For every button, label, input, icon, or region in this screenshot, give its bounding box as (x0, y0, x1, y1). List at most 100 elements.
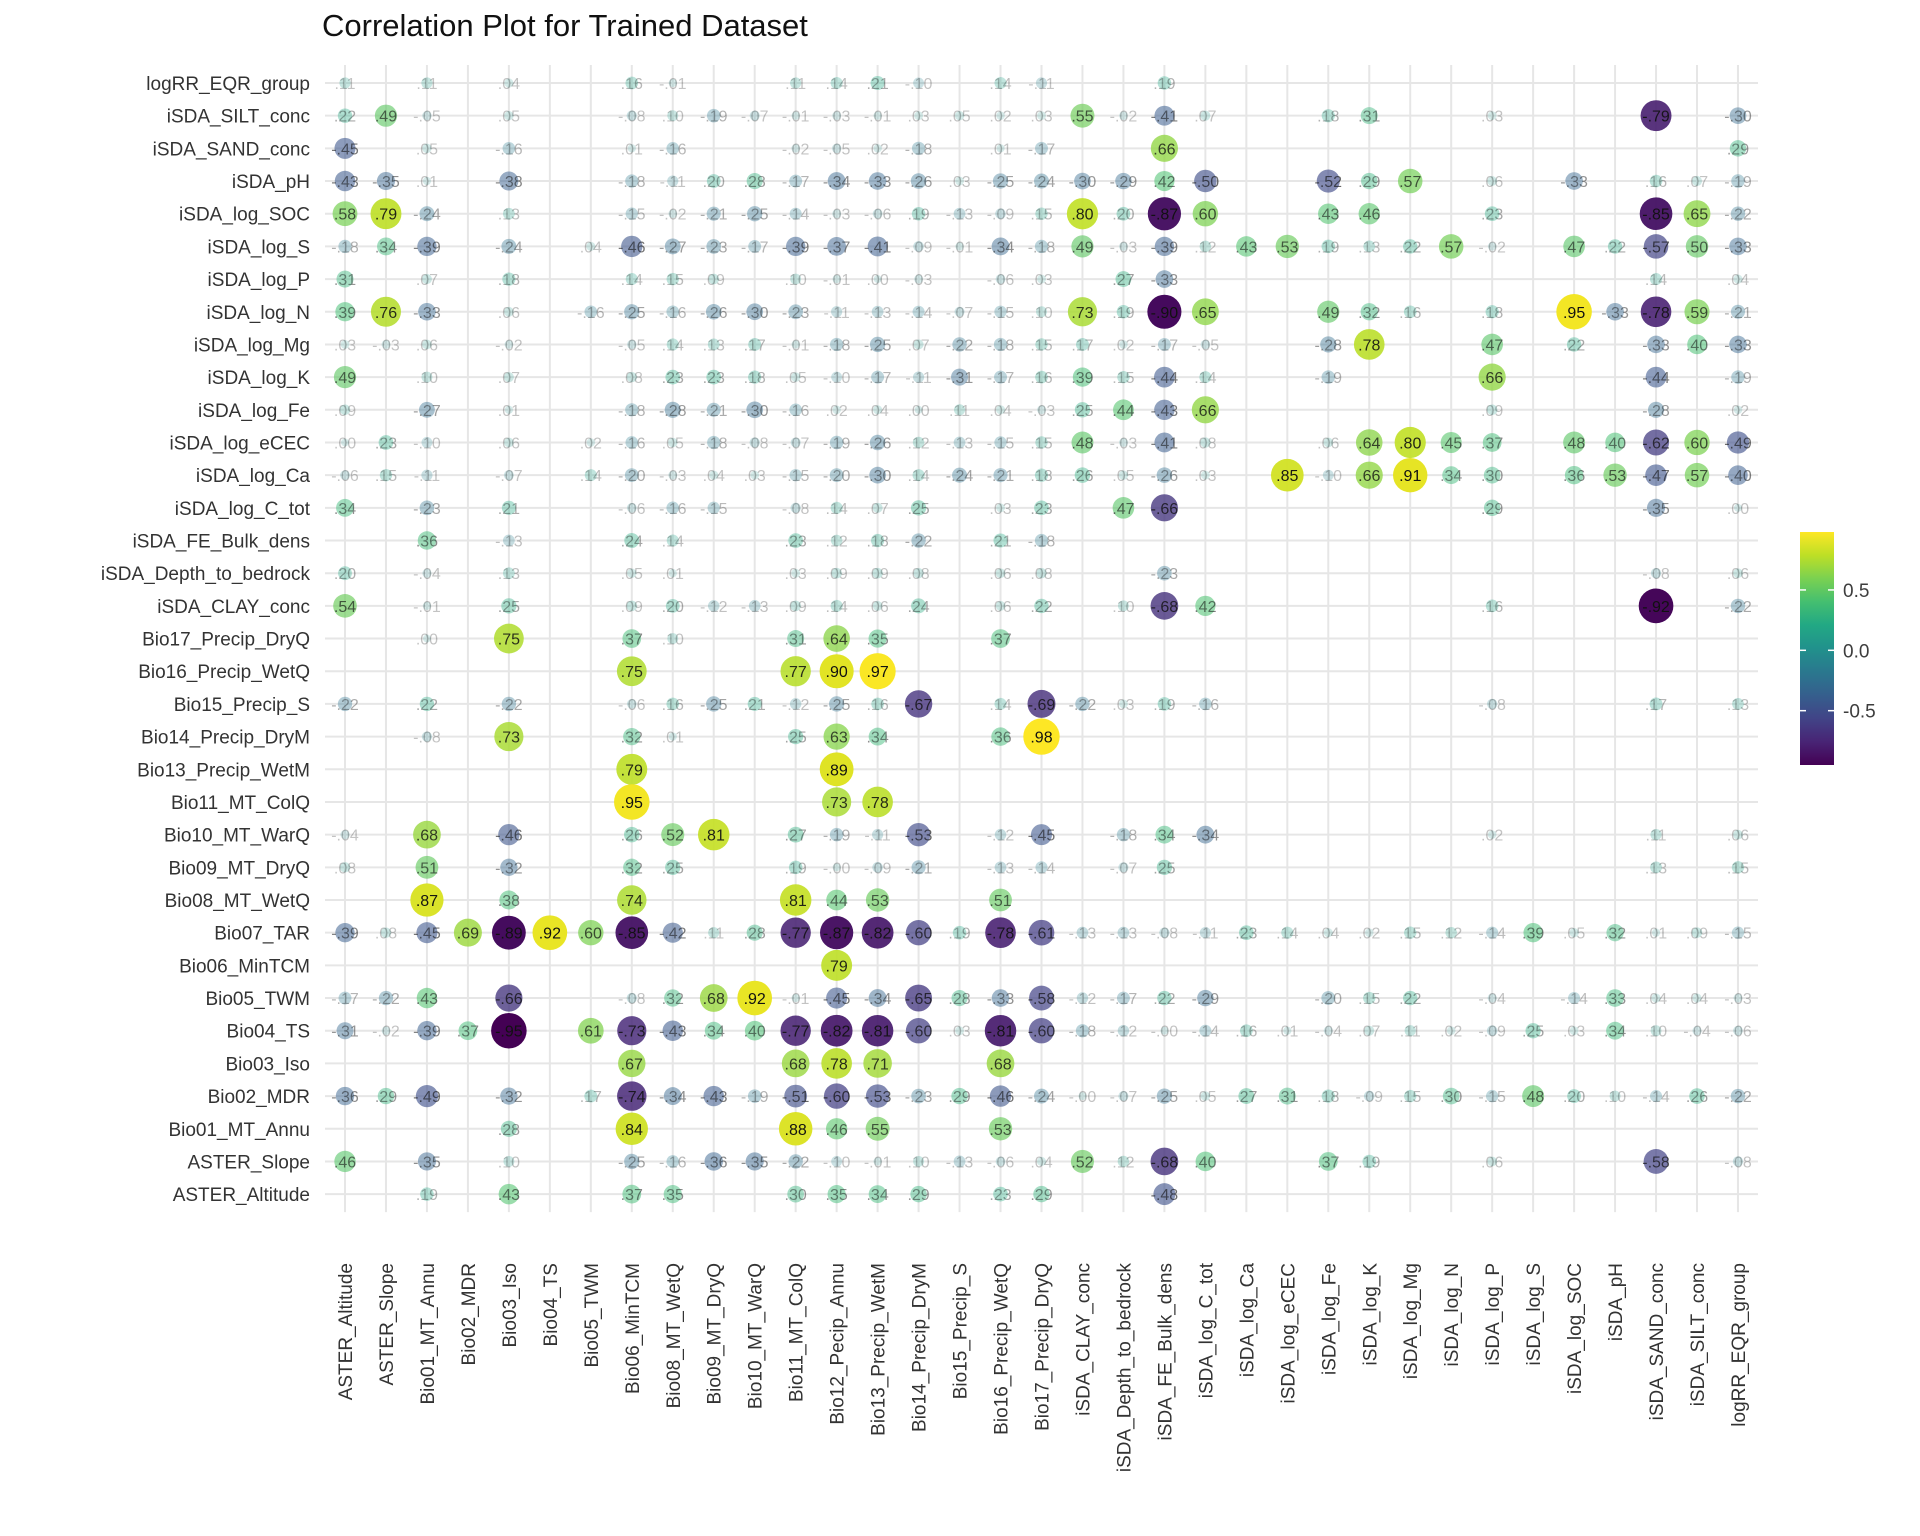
correlation-point (914, 405, 923, 414)
correlation-point (744, 1020, 765, 1041)
correlation-point (662, 922, 683, 943)
correlation-value-label: .10 (416, 370, 438, 387)
correlation-point (1078, 1092, 1087, 1101)
correlation-value-label: .10 (1112, 599, 1134, 616)
x-tick-label: iSDA_log_S (1524, 1263, 1545, 1365)
correlation-point (1487, 242, 1497, 251)
correlation-point (1194, 169, 1217, 193)
correlation-point (586, 241, 596, 251)
correlation-point (1639, 197, 1673, 231)
correlation-point (951, 989, 968, 1007)
correlation-value-label: .79 (621, 762, 643, 779)
correlation-value-label: -.24 (413, 207, 441, 224)
x-tick-label: iSDA_pH (1606, 1263, 1627, 1341)
correlation-value-label: .34 (334, 501, 356, 518)
correlation-value-label: .17 (1071, 337, 1093, 354)
correlation-value-label: -.25 (1151, 1089, 1179, 1106)
correlation-point (504, 340, 514, 349)
correlation-value-label: .06 (1317, 435, 1339, 452)
correlation-value-label: -.61 (1028, 926, 1056, 943)
correlation-value-label: .28 (744, 926, 766, 943)
correlation-point (1199, 927, 1211, 939)
correlation-value-label: .40 (1686, 337, 1708, 354)
correlation-point (339, 862, 351, 873)
correlation-point (1394, 426, 1426, 459)
correlation-value-label: .01 (1645, 926, 1667, 943)
correlation-point (1486, 1025, 1498, 1037)
correlation-value-label: -.10 (413, 435, 441, 452)
correlation-value-label: -.25 (618, 1154, 646, 1171)
correlation-value-label: .19 (1153, 76, 1175, 93)
correlation-value-label: .47 (1112, 501, 1134, 518)
correlation-point (664, 401, 681, 418)
correlation-point (584, 1089, 598, 1103)
correlation-point (831, 306, 843, 318)
correlation-value-label: .80 (1399, 435, 1421, 452)
correlation-value-label: .26 (621, 828, 643, 845)
correlation-point (1195, 595, 1216, 616)
x-tick-label: Bio05_TWM (582, 1263, 603, 1368)
y-tick-label: Bio15_Precip_S (174, 695, 310, 716)
correlation-value-label: .14 (662, 337, 684, 354)
correlation-point (988, 1117, 1013, 1141)
correlation-point (830, 534, 843, 547)
correlation-point (336, 1022, 354, 1040)
correlation-value-label: -.78 (987, 926, 1015, 943)
correlation-point (951, 1087, 968, 1105)
correlation-point (832, 111, 842, 121)
correlation-value-label: -.03 (1724, 991, 1752, 1008)
correlation-value-label: .23 (703, 370, 725, 387)
correlation-point (748, 370, 762, 384)
correlation-point (334, 1150, 356, 1173)
correlation-value-label: -.00 (823, 860, 851, 877)
correlation-point (374, 104, 398, 127)
correlation-value-label: .32 (621, 860, 643, 877)
correlation-point (1360, 303, 1378, 321)
y-tick-label: iSDA_log_eCEC (170, 433, 310, 454)
correlation-value-label: .49 (1071, 239, 1093, 256)
correlation-point (780, 917, 811, 948)
correlation-value-label: .67 (621, 1056, 643, 1073)
correlation-value-label: -.06 (1724, 1024, 1752, 1041)
correlation-point (1199, 240, 1212, 253)
correlation-point (749, 110, 760, 121)
correlation-value-label: -.12 (1110, 1024, 1138, 1041)
correlation-value-label: .53 (866, 893, 888, 910)
correlation-value-label: -.46 (987, 1089, 1015, 1106)
correlation-value-label: .06 (989, 599, 1011, 616)
correlation-value-label: -.33 (413, 305, 441, 322)
correlation-value-label: -.14 (1028, 860, 1056, 877)
correlation-value-label: .36 (989, 730, 1011, 747)
correlation-point (417, 1021, 437, 1041)
correlation-point (1322, 469, 1334, 481)
correlation-point (1353, 329, 1385, 360)
correlation-point (911, 598, 927, 614)
correlation-point (873, 144, 882, 153)
correlation-point (624, 1153, 640, 1170)
correlation-value-label: -.22 (946, 337, 974, 354)
correlation-value-label: -.43 (659, 1024, 687, 1041)
correlation-value-label: .29 (1030, 1187, 1052, 1204)
y-tick-label: Bio03_Iso (225, 1054, 310, 1075)
correlation-value-label: .19 (416, 1187, 438, 1204)
correlation-value-label: -.62 (1642, 435, 1670, 452)
correlation-value-label: .07 (416, 272, 438, 289)
correlation-point (823, 625, 850, 652)
correlation-point (1404, 926, 1417, 939)
correlation-value-label: -.08 (1724, 1154, 1752, 1171)
correlation-value-label: .03 (948, 174, 970, 191)
correlation-value-label: -.11 (1192, 926, 1218, 943)
correlation-value-label: .18 (744, 370, 766, 387)
correlation-value-label: -.21 (700, 207, 728, 224)
correlation-point (584, 305, 598, 319)
correlation-point (1733, 993, 1743, 1003)
correlation-value-label: -.06 (987, 1154, 1015, 1171)
correlation-value-label: .39 (1522, 926, 1544, 943)
correlation-point (832, 274, 841, 284)
correlation-value-label: -.14 (782, 207, 810, 224)
correlation-point (1157, 990, 1172, 1006)
correlation-point (1195, 1151, 1216, 1172)
correlation-value-label: .14 (907, 468, 929, 485)
x-tick-label: logRR_EQR_group (1729, 1263, 1750, 1427)
correlation-point (627, 144, 636, 153)
